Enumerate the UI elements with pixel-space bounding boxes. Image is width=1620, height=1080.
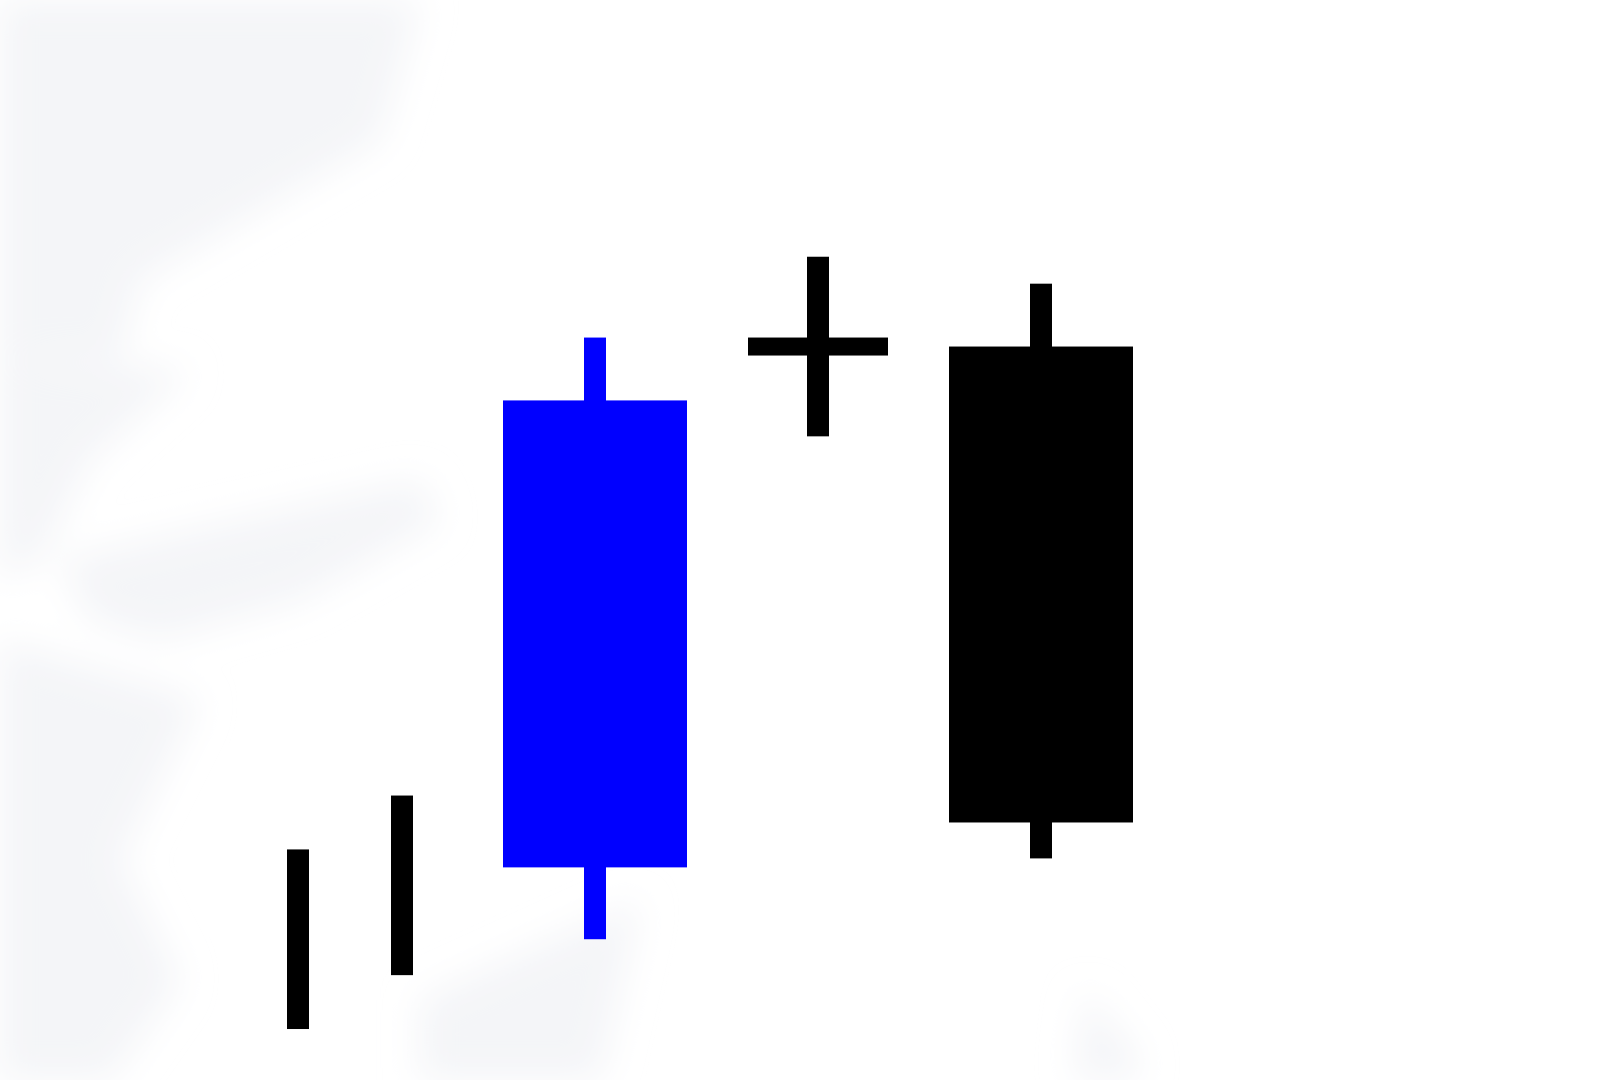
candle-2	[391, 795, 413, 976]
background-watermark	[0, 0, 1140, 1080]
watermark-shape-1	[0, 0, 420, 360]
watermark-shape-6	[1075, 990, 1140, 1080]
watermark-shape-4	[0, 640, 200, 1080]
candle-wick	[391, 795, 413, 976]
candle-5	[949, 283, 1133, 859]
candle-3	[503, 337, 687, 940]
candle-1	[287, 849, 309, 1030]
watermark-shape-2	[0, 360, 190, 580]
candle-wick	[287, 849, 309, 1030]
watermark-shape-5	[420, 900, 640, 1080]
candle-doji-bar	[748, 337, 888, 356]
candle-body	[949, 346, 1133, 823]
candle-4	[748, 256, 888, 437]
watermark-shape-3	[60, 480, 440, 640]
candle-body	[503, 400, 687, 868]
candles-group	[287, 256, 1133, 1030]
